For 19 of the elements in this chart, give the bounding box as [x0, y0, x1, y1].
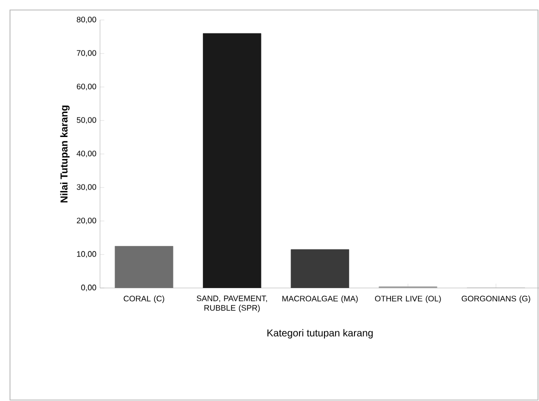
y-tick-label: 30,00	[76, 184, 96, 191]
x-axis-title: Kategori tutupan karang	[267, 329, 373, 338]
x-tick-label: GORGONIANS (G)	[462, 296, 530, 303]
x-tick-label: MACROALGAE (MA)	[282, 296, 358, 303]
bar	[114, 246, 174, 288]
bar	[202, 33, 262, 288]
y-tick-label: 60,00	[76, 84, 96, 90]
bar	[290, 249, 350, 288]
y-tick-label: 80,00	[76, 16, 96, 24]
y-axis-title: Nilai Tutupan karang	[60, 106, 70, 202]
y-tick-label: 20,00	[76, 218, 96, 224]
x-tick-label: CORAL (C)	[124, 296, 164, 303]
y-tick-label: 50,00	[76, 117, 96, 124]
y-tick-label: 10,00	[77, 251, 96, 258]
x-tick-label: OTHER LIVE (OL)	[375, 296, 441, 303]
y-tick-label: 40,00	[76, 150, 96, 158]
x-tick-label: SAND, PAVEMENT, RUBBLE (SPR)	[196, 296, 267, 312]
y-tick-label: 70,00	[76, 50, 96, 57]
y-tick-label: 0,00	[81, 284, 96, 292]
